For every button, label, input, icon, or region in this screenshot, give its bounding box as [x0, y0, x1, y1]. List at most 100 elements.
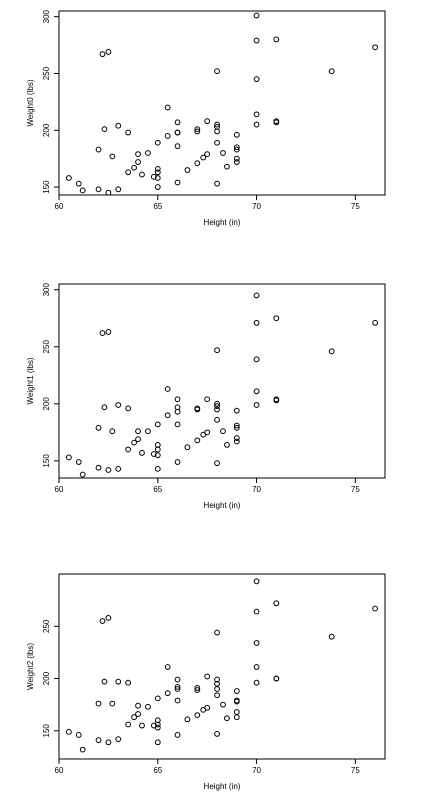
data-point [154, 465, 161, 472]
data-point [214, 403, 220, 410]
y-tick-label: 150 [42, 454, 51, 468]
data-point [328, 633, 335, 640]
data-point [79, 471, 86, 478]
data-point [65, 728, 72, 735]
y-tick-label: 250 [42, 66, 51, 80]
data-point [174, 732, 181, 738]
data-point [135, 159, 141, 165]
data-point [154, 169, 161, 176]
data-point [273, 396, 280, 403]
data-point [154, 724, 161, 731]
data-point [154, 721, 161, 728]
data-point [105, 329, 112, 335]
data-point [154, 139, 161, 146]
data-point [145, 150, 151, 156]
data-point [154, 442, 161, 448]
data-point [233, 146, 240, 153]
data-point [214, 400, 220, 407]
data-point [273, 315, 280, 322]
data-point [273, 600, 280, 607]
data-point [109, 428, 116, 435]
data-point [105, 48, 112, 55]
data-point [253, 388, 260, 395]
data-point [135, 151, 141, 158]
data-point [214, 123, 220, 130]
data-point [99, 330, 106, 336]
x-tick-label: 60 [55, 766, 64, 775]
data-point [145, 428, 151, 435]
data-point [75, 180, 82, 187]
data-point [233, 422, 240, 429]
data-point [253, 292, 260, 299]
data-point [135, 711, 141, 717]
data-point [109, 700, 116, 707]
y-tick-label: 200 [42, 671, 51, 685]
y-tick-label: 150 [42, 180, 51, 194]
data-point [224, 442, 230, 448]
data-point [79, 746, 86, 753]
data-point [164, 104, 171, 111]
data-point [164, 386, 171, 392]
x-tick-label: 70 [252, 485, 261, 494]
x-axis-label: Height (in) [204, 782, 241, 791]
scatter-plot-weight2: 60 65 70 75 150 200 250 Height (in) Weight2 (lbs… [26, 573, 386, 791]
x-axis-label: Height (in) [204, 501, 241, 510]
data-point [214, 629, 220, 636]
data-point [220, 428, 226, 435]
data-point [233, 131, 240, 138]
data-point [174, 697, 181, 704]
data-point [139, 449, 145, 456]
data-point [131, 164, 137, 171]
data-point [273, 36, 280, 43]
data-point [253, 121, 260, 128]
x-tick-label: 65 [153, 485, 162, 494]
plot-frame [58, 283, 386, 479]
scatter-plot-weight1: 60 65 70 75 150 200 250 300 Height (in) Weight1 (… [26, 282, 386, 510]
y-tick-label: 150 [42, 724, 51, 738]
data-point [115, 402, 122, 408]
data-point [233, 714, 240, 721]
data-point [214, 180, 220, 187]
y-axis-label: Weight2 (lbs) [26, 643, 35, 690]
data-point [328, 68, 335, 75]
data-point [101, 678, 108, 685]
data-point [214, 347, 220, 354]
data-point [184, 167, 191, 173]
data-point [164, 412, 171, 419]
x-tick-label: 75 [351, 202, 360, 211]
data-point [214, 731, 220, 737]
data-point [105, 189, 112, 196]
data-point [150, 173, 157, 180]
data-point [95, 424, 102, 431]
data-point [214, 680, 220, 687]
data-point [194, 712, 201, 719]
data-point [95, 186, 102, 193]
data-point [135, 428, 141, 435]
x-axis-label: Height (in) [204, 218, 241, 227]
data-point [105, 467, 112, 473]
data-point [95, 700, 102, 707]
data-point [253, 640, 260, 646]
data-point [174, 179, 181, 186]
data-point [214, 676, 220, 683]
data-point [253, 12, 260, 19]
data-point [253, 76, 260, 83]
data-point [164, 133, 171, 139]
x-tick-label: 70 [252, 202, 261, 211]
data-point [233, 435, 240, 441]
data-point [101, 404, 108, 411]
data-point [139, 722, 145, 729]
data-point [233, 144, 240, 151]
data-point [125, 679, 132, 686]
data-point [204, 396, 211, 403]
data-point [115, 186, 122, 193]
data-point [233, 155, 240, 162]
data-point [194, 128, 201, 135]
data-point [194, 685, 201, 691]
data-point [233, 159, 240, 165]
data-point [214, 406, 220, 413]
data-point [154, 452, 161, 459]
data-point [174, 129, 181, 136]
data-point [184, 716, 191, 723]
data-point [174, 396, 181, 403]
